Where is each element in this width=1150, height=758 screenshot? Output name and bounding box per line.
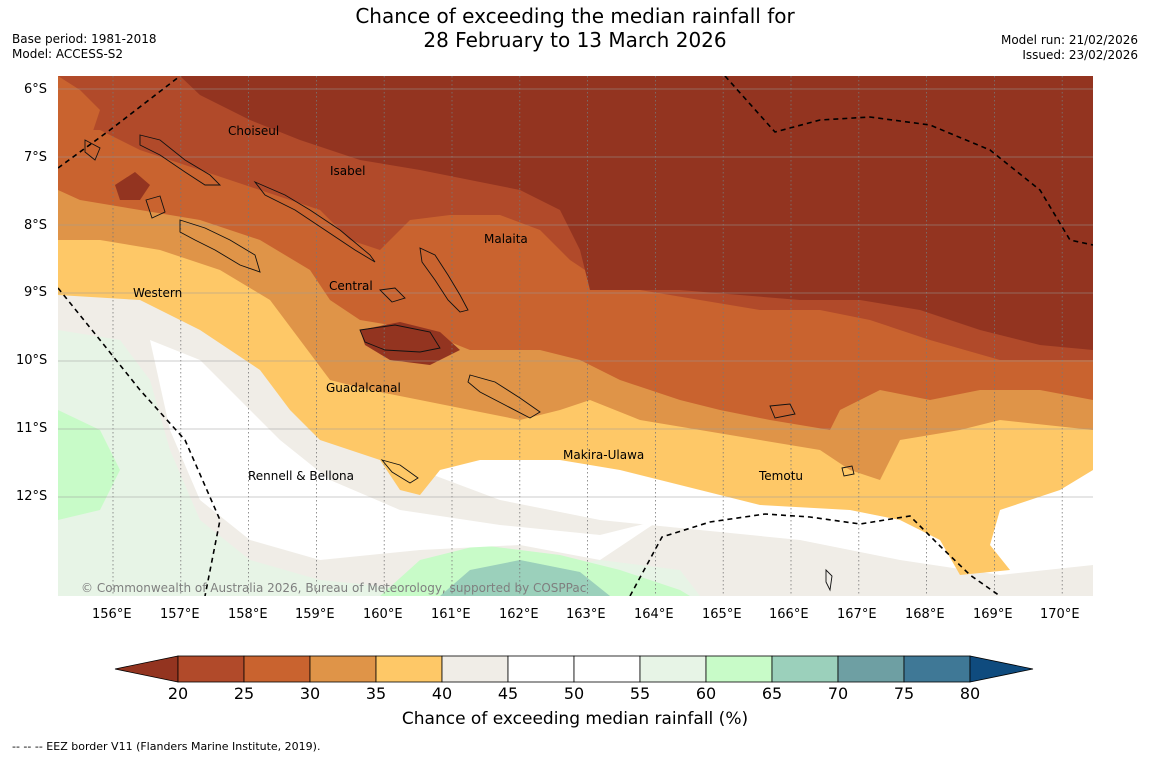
place-label-guadalcanal: Guadalcanal <box>326 381 401 395</box>
makira-island <box>467 374 541 419</box>
model-run: Model run: 21/02/2026 <box>1000 33 1138 47</box>
colorbar-segment <box>837 655 905 683</box>
colorbar-tick: 65 <box>761 684 783 703</box>
lon-label: 169°E <box>973 607 1013 622</box>
contour-below-20 <box>180 76 1093 350</box>
contour-layer <box>58 76 1093 596</box>
eez-legend: -- -- -- EEZ border V11 (Flanders Marine… <box>12 740 321 753</box>
choiseul-island <box>139 134 222 186</box>
graticule <box>112 76 1063 596</box>
lon-label: 156°E <box>92 607 132 622</box>
colorbar-tick: 35 <box>365 684 387 703</box>
central-island <box>379 287 406 303</box>
lon-label: 158°E <box>228 607 268 622</box>
base-period: Base period: 1981-2018 <box>12 32 157 46</box>
colorbar-tick: 80 <box>959 684 981 703</box>
place-label-rennell-bellona: Rennell & Bellona <box>248 469 355 483</box>
graticule-lat <box>58 88 1093 498</box>
lon-label: 164°E <box>634 607 674 622</box>
colorbar-segment <box>903 655 971 683</box>
tikopia-island <box>825 568 833 592</box>
copyright-notice: © Commonwealth of Australia 2026, Bureau… <box>81 581 587 595</box>
model-name: Model: ACCESS-S2 <box>12 47 124 61</box>
eez-border-south <box>629 513 1001 596</box>
lat-label: 6°S <box>24 82 48 97</box>
guadalcanal-island <box>359 324 441 353</box>
place-label-central: Central <box>329 279 373 293</box>
colorbar-segment <box>507 655 575 683</box>
colorbar-segment <box>573 655 641 683</box>
place-label-malaita: Malaita <box>484 232 528 246</box>
lat-label: 11°S <box>16 421 48 436</box>
eez-border-west <box>58 287 221 596</box>
colorbar-segment <box>177 655 245 683</box>
lon-label: 161°E <box>431 607 471 622</box>
colorbar <box>114 655 1034 683</box>
lat-label: 7°S <box>24 150 48 165</box>
rainfall-map <box>58 76 1093 596</box>
place-label-isabel: Isabel <box>330 164 366 178</box>
contour-45-55 <box>150 340 660 560</box>
contour-60-65 <box>58 410 120 520</box>
colorbar-segment <box>705 655 773 683</box>
colorbar-tick: 40 <box>431 684 453 703</box>
colorbar-extend-low <box>114 655 179 683</box>
colorbar-tick: 45 <box>497 684 519 703</box>
malaita-island <box>419 247 469 313</box>
lat-label: 8°S <box>24 218 48 233</box>
colorbar-tick: 70 <box>827 684 849 703</box>
coastlines <box>84 134 855 592</box>
colorbar-tick: 55 <box>629 684 651 703</box>
colorbar-tick: 50 <box>563 684 585 703</box>
colorbar-segment <box>771 655 839 683</box>
lon-label: 160°E <box>363 607 403 622</box>
lon-label: 157°E <box>160 607 200 622</box>
place-label-choiseul: Choiseul <box>228 124 280 138</box>
colorbar-segment <box>243 655 311 683</box>
lat-label: 10°S <box>16 353 48 368</box>
place-label-temotu: Temotu <box>759 469 804 483</box>
lon-label: 166°E <box>769 607 809 622</box>
colorbar-tick: 30 <box>299 684 321 703</box>
new-georgia-island <box>179 219 261 273</box>
rennell-island <box>380 459 419 484</box>
isabel-island <box>253 180 376 263</box>
lat-label: 9°S <box>24 285 48 300</box>
lon-label: 162°E <box>499 607 539 622</box>
santa-cruz-island <box>769 403 796 419</box>
colorbar-tick: 60 <box>695 684 717 703</box>
colorbar-tick: 25 <box>233 684 255 703</box>
place-label-makira-ulawa: Makira-Ulawa <box>563 448 645 462</box>
issued-date: Issued: 23/02/2026 <box>1022 48 1138 62</box>
eez-borders <box>58 76 1093 596</box>
map-title-line1: Chance of exceeding the median rainfall … <box>355 4 795 28</box>
colorbar-segment <box>441 655 509 683</box>
map-title-line2: 28 February to 13 March 2026 <box>423 28 727 52</box>
lon-label: 159°E <box>295 607 335 622</box>
contour-below-20-west <box>115 172 150 200</box>
colorbar-segment <box>639 655 707 683</box>
lon-label: 170°E <box>1040 607 1080 622</box>
temotu-island <box>841 465 855 477</box>
contour-55-60 <box>58 330 700 596</box>
lon-label: 167°E <box>837 607 877 622</box>
lon-label: 165°E <box>702 607 742 622</box>
contour-25-30-west <box>58 76 100 150</box>
place-label-western: Western <box>133 286 183 300</box>
eez-border-north-east <box>724 76 1093 246</box>
colorbar-extend-high <box>969 655 1034 683</box>
lon-label: 163°E <box>566 607 606 622</box>
shortland-island <box>84 139 101 161</box>
colorbar-tick: 20 <box>167 684 189 703</box>
colorbar-segment <box>309 655 377 683</box>
colorbar-title: Chance of exceeding median rainfall (%) <box>401 709 749 729</box>
eez-border-north-west <box>58 76 181 169</box>
lat-label: 12°S <box>16 489 48 504</box>
contour-below-20-island <box>360 322 460 365</box>
vella-island <box>145 195 166 219</box>
contour-65-70-south <box>440 560 610 596</box>
lon-label: 168°E <box>905 607 945 622</box>
colorbar-segment <box>375 655 443 683</box>
colorbar-tick: 75 <box>893 684 915 703</box>
